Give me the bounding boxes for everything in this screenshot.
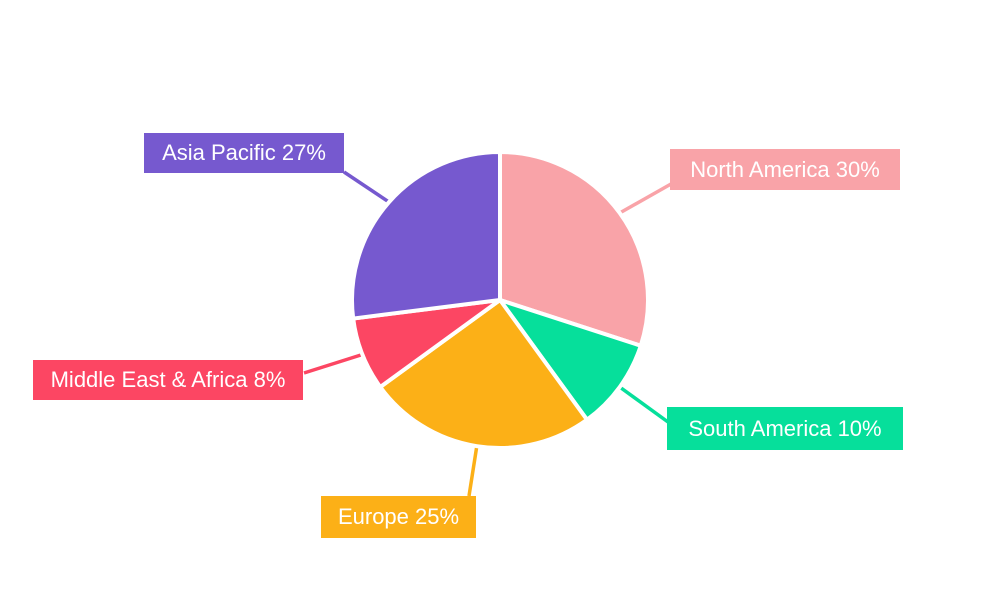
pie-slice-north-america[interactable] [498, 150, 650, 348]
leader-line-south-america [618, 385, 670, 424]
leader-line-north-america [618, 182, 672, 215]
label-south-america: South America 10% [667, 407, 903, 450]
pie-slice-asia-pacific[interactable] [350, 150, 502, 321]
label-europe: Europe 25% [321, 496, 476, 538]
label-north-america: North America 30% [670, 149, 900, 190]
label-middle-east-africa: Middle East & Africa 8% [33, 360, 303, 400]
pie-slice-south-america[interactable] [498, 298, 643, 422]
leader-line-asia-pacific [343, 170, 390, 204]
leader-line-europe [467, 445, 479, 497]
label-asia-pacific: Asia Pacific 27% [144, 133, 344, 173]
leader-line-middle-east-africa [303, 352, 363, 375]
pie-slice-europe[interactable] [378, 298, 589, 450]
